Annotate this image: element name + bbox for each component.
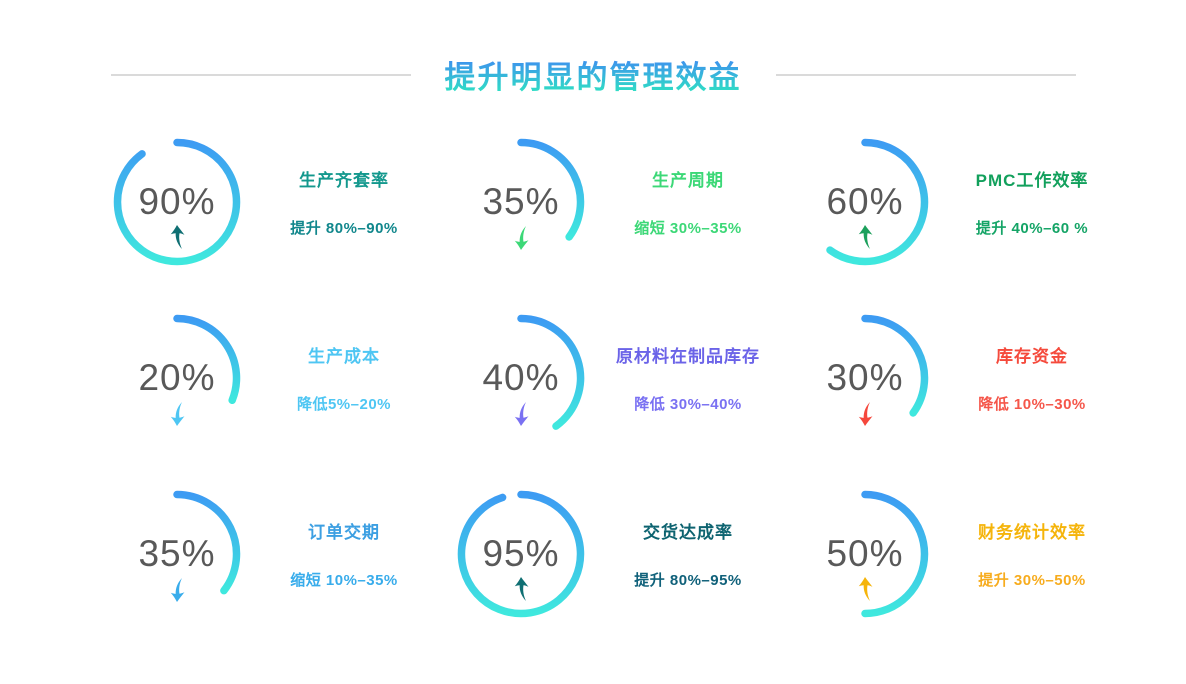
trend-up-arrow-icon (510, 576, 533, 603)
gauge-value: 60% (826, 181, 904, 222)
gauge-card: 30% 库存资金 降低 10%–30% (801, 314, 1131, 442)
gauge-label: 原材料在制品库存 (616, 347, 760, 366)
gauge-desc: 缩短 10%–35% (290, 572, 398, 589)
progress-ring (861, 490, 929, 618)
progress-ring (113, 138, 241, 266)
gauge-value: 20% (138, 357, 216, 398)
gauge-texts: 原材料在制品库存 降低 30%–40% (589, 342, 787, 414)
progress-ring (173, 314, 241, 405)
gauge-value: 30% (826, 357, 904, 398)
gauge-card: 90% 生产齐套率 提升 80%–90% (113, 138, 443, 266)
trend-down-arrow-icon (510, 224, 533, 251)
gauge-label: 库存资金 (996, 347, 1068, 366)
trend-down-arrow-icon (166, 400, 189, 427)
gauge-desc: 降低 30%–40% (634, 396, 742, 413)
gauge-desc: 降低5%–20% (296, 396, 392, 413)
gauge-texts: 库存资金 降低 10%–30% (933, 342, 1131, 414)
gauge-label: 财务统计效率 (978, 523, 1086, 542)
gauge-value: 35% (482, 181, 560, 222)
gauge-card: 50% 财务统计效率 提升 30%–50% (801, 490, 1131, 618)
gauge-ring: 90% (113, 138, 241, 266)
gauge-label: 生产周期 (652, 171, 724, 190)
gauge-ring: 95% (457, 490, 585, 618)
gauge-card: 35% 订单交期 缩短 10%–35% (113, 490, 443, 618)
gauge-texts: 财务统计效率 提升 30%–50% (933, 518, 1131, 590)
trend-up-arrow-icon (854, 224, 877, 251)
gauge-card: 95% 交货达成率 提升 80%–95% (457, 490, 787, 618)
gauge-texts: 生产齐套率 提升 80%–90% (245, 166, 443, 238)
gauge-ring: 20% (113, 314, 241, 442)
gauge-ring: 35% (457, 138, 585, 266)
slide-header: 提升明显的管理效益 (0, 52, 1186, 97)
progress-ring (517, 314, 585, 430)
gauge-value: 95% (482, 533, 560, 574)
gauge-card: 40% 原材料在制品库存 降低 30%–40% (457, 314, 787, 442)
page-title: 提升明显的管理效益 (445, 52, 742, 97)
title-divider-left (110, 73, 411, 76)
gauge-texts: 交货达成率 提升 80%–95% (589, 518, 787, 590)
gauge-ring: 30% (801, 314, 929, 442)
gauge-ring: 40% (457, 314, 585, 442)
progress-ring (517, 138, 585, 241)
gauge-texts: 生产成本 降低5%–20% (245, 342, 443, 414)
trend-up-arrow-icon (854, 576, 877, 603)
gauge-texts: 订单交期 缩短 10%–35% (245, 518, 443, 590)
gauge-card: 35% 生产周期 缩短 30%–35% (457, 138, 787, 266)
gauge-label: PMC工作效率 (975, 171, 1089, 190)
gauge-desc: 提升 80%–90% (290, 220, 398, 237)
trend-down-arrow-icon (510, 400, 533, 427)
gauge-value: 35% (138, 533, 216, 574)
trend-up-arrow-icon (166, 224, 189, 251)
gauge-desc: 缩短 30%–35% (634, 220, 742, 237)
trend-down-arrow-icon (166, 576, 189, 603)
gauge-card: 60% PMC工作效率 提升 40%–60 % (801, 138, 1131, 266)
title-divider-right (775, 73, 1076, 76)
progress-ring (457, 490, 585, 618)
gauge-label: 生产齐套率 (299, 171, 389, 190)
gauge-ring: 60% (801, 138, 929, 266)
progress-ring (826, 138, 929, 266)
gauge-value: 50% (826, 533, 904, 574)
gauge-value: 90% (138, 181, 216, 222)
gauge-label: 订单交期 (308, 523, 380, 542)
gauge-label: 交货达成率 (643, 523, 733, 542)
progress-ring (861, 314, 929, 417)
gauge-ring: 35% (113, 490, 241, 618)
gauge-desc: 提升 40%–60 % (975, 220, 1089, 237)
gauge-desc: 降低 10%–30% (978, 396, 1086, 413)
gauge-label: 生产成本 (308, 347, 380, 366)
gauge-ring: 50% (801, 490, 929, 618)
gauge-value: 40% (482, 357, 560, 398)
gauge-texts: 生产周期 缩短 30%–35% (589, 166, 787, 238)
gauge-desc: 提升 80%–95% (634, 572, 742, 589)
gauge-desc: 提升 30%–50% (978, 572, 1086, 589)
gauge-texts: PMC工作效率 提升 40%–60 % (933, 166, 1131, 238)
trend-down-arrow-icon (854, 400, 877, 427)
progress-ring (173, 490, 241, 595)
gauge-card: 20% 生产成本 降低5%–20% (113, 314, 443, 442)
gauge-grid: 90% 生产齐套率 提升 80%–90% 35% 生产周期 缩短 30%–35% (113, 138, 1131, 618)
